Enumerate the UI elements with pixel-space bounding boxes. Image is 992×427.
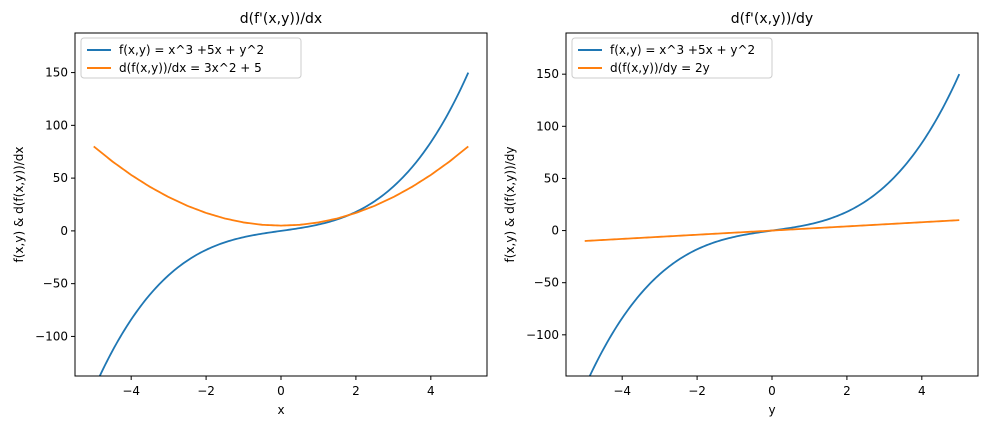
y-tick-label: −100 — [526, 328, 559, 342]
y-tick-label: −50 — [534, 276, 559, 290]
series-line-2 — [93, 145, 469, 227]
x-tick-label: 0 — [768, 384, 776, 398]
y-axis-label: f(x,y) & d(f(x,y))/dx — [12, 147, 26, 263]
chart-title: d(f'(x,y))/dy — [731, 11, 813, 27]
y-tick-label: 100 — [45, 118, 68, 132]
legend-label-1: f(x,y) = x^3 +5x + y^2 — [119, 43, 264, 57]
series-line-2 — [584, 219, 960, 242]
charts-root: −4 −2 0 2 4 −100 −50 0 50 100 150 d(f'(x,y))/dx x f(x… — [12, 11, 979, 417]
x-tick-label: −2 — [688, 384, 706, 398]
legend-label-1: f(x,y) = x^3 +5x + y^2 — [610, 43, 755, 57]
legend-box — [80, 37, 302, 79]
y-tick-label: 100 — [536, 119, 559, 133]
y-tick-label: −100 — [35, 329, 68, 343]
x-tick-label: 0 — [277, 384, 285, 398]
x-tick-label: −4 — [122, 384, 140, 398]
chart-panel-2: −4 −2 0 2 4 −100 −50 0 50 100 150 d(f'(x,y))/dy y f(x… — [503, 11, 979, 417]
y-tick-label: 50 — [53, 171, 68, 185]
legend-label-2: d(f(x,y))/dx = 3x^2 + 5 — [119, 61, 262, 75]
x-tick-label: 4 — [427, 384, 435, 398]
chart-title: d(f'(x,y))/dx — [240, 11, 322, 27]
legend: f(x,y) = x^3 +5x + y^2 d(f(x,y))/dx = 3x^… — [80, 37, 302, 79]
series-group — [584, 73, 961, 376]
legend: f(x,y) = x^3 +5x + y^2 d(f(x,y))/dy = 2y — [571, 37, 773, 79]
y-tick-label: 150 — [536, 67, 559, 81]
x-axis-label: x — [277, 403, 284, 417]
x-tick-label: −2 — [197, 384, 215, 398]
y-tick-label: 0 — [551, 224, 559, 238]
x-axis-label: y — [768, 403, 775, 417]
y-tick-label: −50 — [43, 277, 68, 291]
y-tick-label: 50 — [544, 171, 559, 185]
x-tick-label: 2 — [352, 384, 360, 398]
legend-box — [571, 37, 773, 79]
legend-label-2: d(f(x,y))/dy = 2y — [610, 61, 710, 75]
y-tick-label: 150 — [45, 66, 68, 80]
chart-panel-1: −4 −2 0 2 4 −100 −50 0 50 100 150 d(f'(x,y))/dx x f(x… — [12, 11, 488, 417]
x-tick-label: −4 — [613, 384, 631, 398]
y-axis-label: f(x,y) & d(f(x,y))/dy — [503, 147, 517, 263]
series-group — [93, 72, 470, 376]
y-tick-label: 0 — [60, 224, 68, 238]
x-tick-label: 2 — [843, 384, 851, 398]
series-line-1 — [98, 72, 470, 376]
x-tick-label: 4 — [918, 384, 926, 398]
